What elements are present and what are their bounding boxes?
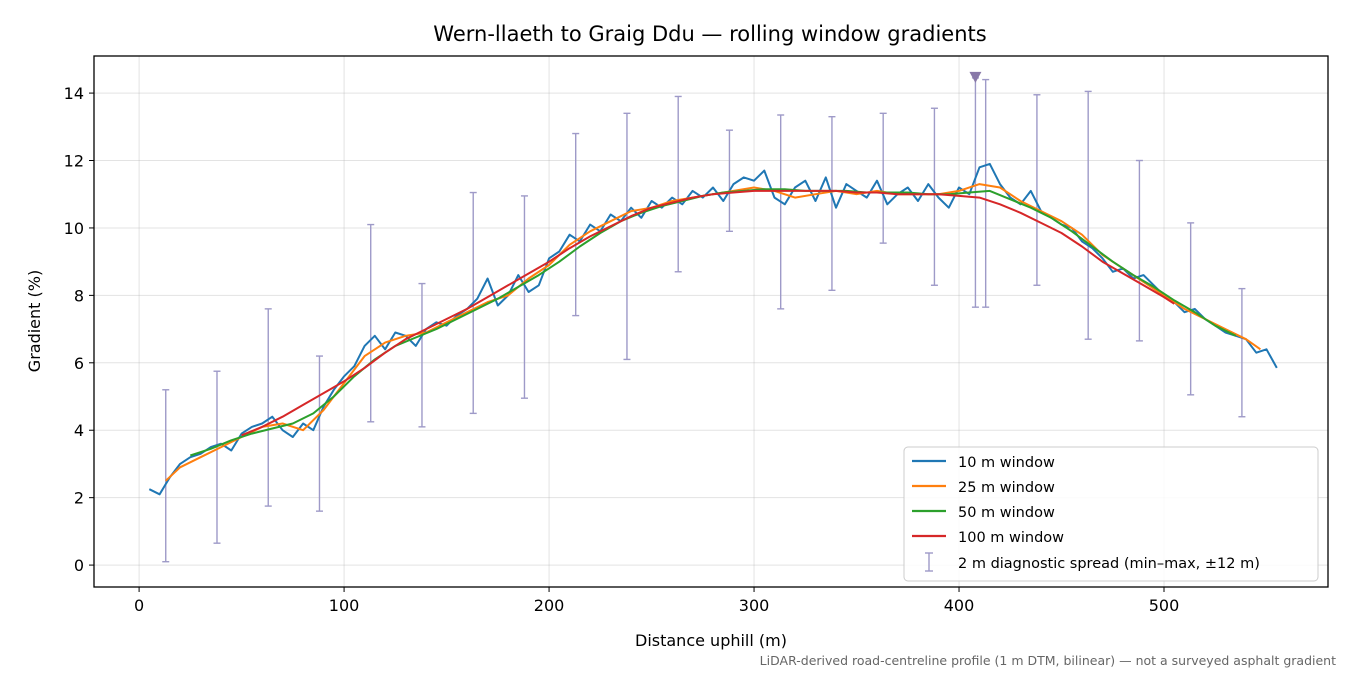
legend-label-50m: 50 m window (958, 505, 1055, 521)
errorbar (1033, 94, 1041, 286)
x-tick-label: 300 (739, 596, 770, 615)
y-tick-label: 8 (74, 286, 84, 305)
errorbar (930, 107, 938, 286)
x-axis-label: Distance uphill (m) (635, 631, 787, 650)
errorbar (982, 78, 990, 308)
y-tick-label: 0 (74, 556, 84, 575)
errorbar (1135, 159, 1143, 342)
series-line-100 (241, 189, 1175, 437)
errorbar (213, 370, 221, 544)
peak-marker (969, 71, 982, 83)
x-tick-label: 100 (329, 596, 360, 615)
x-tick-label: 200 (534, 596, 565, 615)
legend-box (903, 446, 1319, 582)
x-tick-label: 500 (1149, 596, 1180, 615)
legend-label-25m: 25 m window (958, 480, 1055, 496)
errorbar (879, 112, 887, 244)
errorbar (777, 114, 785, 310)
errorbar (725, 129, 733, 233)
plot-frame (93, 55, 1329, 588)
legend-label-errorbar: 2 m diagnostic spread (min–max, ±12 m) (958, 556, 1260, 572)
errorbar (674, 95, 682, 273)
x-tick-label: 0 (134, 596, 144, 615)
chart-title: Wern-llaeth to Graig Ddu — rolling windo… (433, 22, 986, 46)
legend-label-100m: 100 m window (958, 530, 1064, 546)
y-tick-label: 14 (64, 84, 84, 103)
x-tick-label: 400 (944, 596, 975, 615)
errorbar (264, 308, 272, 507)
y-tick-label: 4 (74, 421, 84, 440)
y-tick-label: 12 (64, 152, 84, 171)
errorbar (828, 115, 836, 292)
peak-marker-triangle (969, 71, 982, 83)
plot-area (93, 55, 1329, 588)
legend: 10 m window 25 m window 50 m window 100 … (903, 446, 1319, 582)
legend-swatch-errorbar (925, 552, 933, 572)
y-axis-label: Gradient (%) (25, 270, 44, 372)
diagnostic-spread-bars (162, 77, 1246, 563)
series-lines (148, 162, 1278, 496)
errorbar (315, 355, 323, 512)
x-axis-ticks: 0 100 200 300 400 500 (134, 587, 1179, 615)
errorbar (623, 112, 631, 361)
y-tick-label: 2 (74, 489, 84, 508)
errorbar (162, 389, 170, 563)
errorbar (1084, 90, 1092, 340)
errorbar (572, 132, 580, 317)
footnote: LiDAR-derived road-centreline profile (1… (760, 653, 1336, 668)
y-tick-label: 6 (74, 354, 84, 373)
legend-label-10m: 10 m window (958, 455, 1055, 471)
y-tick-label: 10 (64, 219, 84, 238)
errorbar (367, 223, 375, 423)
errorbar (520, 195, 528, 399)
y-axis-ticks: 0 2 4 6 8 10 12 14 (64, 84, 94, 575)
errorbar (1238, 287, 1246, 418)
errorbar (418, 282, 426, 428)
